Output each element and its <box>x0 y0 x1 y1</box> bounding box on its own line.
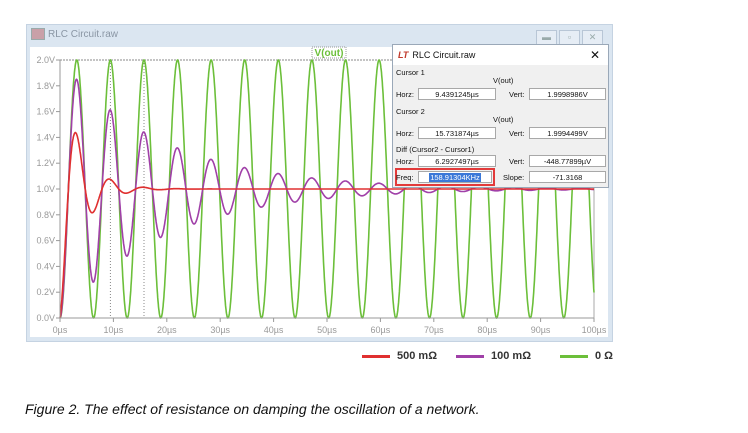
x-tick-label: 20µs <box>157 325 177 335</box>
y-tick-label: 0.6V <box>36 236 55 246</box>
cursor1-horz-field[interactable]: 9.4391245µs <box>418 88 496 100</box>
cursor2-vert-label: Vert: <box>509 129 525 138</box>
legend-item-100mohm: 100 mΩ <box>456 350 531 362</box>
dialog-close-button[interactable]: ✕ <box>589 48 600 62</box>
cursor2-label: Cursor 2 <box>396 107 425 116</box>
legend-label: 0 Ω <box>595 350 613 362</box>
slope-label: Slope: <box>503 173 525 182</box>
x-tick-label: 100µs <box>582 325 607 335</box>
diff-horz-label: Horz: <box>396 157 414 166</box>
dialog-title-bar: LT RLC Circuit.raw ✕ <box>393 45 608 65</box>
ltspice-logo-icon: LT <box>398 50 409 60</box>
cursor2-horz-field[interactable]: 15.731874µs <box>418 127 496 139</box>
y-tick-label: 1.0V <box>36 184 55 194</box>
x-tick-label: 80µs <box>477 325 497 335</box>
cursor1-trace: V(out) <box>493 76 514 85</box>
trace-label[interactable]: V(out) <box>315 48 344 59</box>
x-tick-label: 60µs <box>371 325 391 335</box>
figure-caption: Figure 2. The effect of resistance on da… <box>25 401 480 417</box>
freq-value: 158.91304KHz <box>429 173 481 182</box>
cursor1-label: Cursor 1 <box>396 68 425 77</box>
y-tick-label: 1.4V <box>36 132 55 142</box>
diff-horz-field[interactable]: 6.2927497µs <box>418 155 496 167</box>
legend-item-0ohm: 0 Ω <box>560 350 613 362</box>
x-tick-label: 30µs <box>210 325 230 335</box>
freq-field[interactable]: 158.91304KHz <box>418 171 492 183</box>
cursor1-vert-label: Vert: <box>509 90 525 99</box>
freq-label: Freq: <box>396 173 414 182</box>
legend-label: 100 mΩ <box>491 350 532 362</box>
diff-vert-field[interactable]: -448.77899µV <box>529 155 606 167</box>
x-tick-label: 0µs <box>53 325 68 335</box>
diff-label: Diff (Cursor2 - Cursor1) <box>396 145 475 154</box>
series-line-0Ω <box>59 59 595 320</box>
cursor1-horz-label: Horz: <box>396 90 414 99</box>
slope-field[interactable]: -71.3168 <box>529 171 606 183</box>
dialog-title: RLC Circuit.raw <box>412 50 476 60</box>
legend-label: 500 mΩ <box>397 350 438 362</box>
y-tick-label: 1.8V <box>36 81 55 91</box>
y-tick-label: 0.0V <box>36 313 55 323</box>
waveform-icon <box>31 28 45 40</box>
legend-item-500mohm: 500 mΩ <box>362 350 437 362</box>
x-tick-label: 10µs <box>104 325 124 335</box>
x-tick-label: 40µs <box>264 325 284 335</box>
y-tick-label: 2.0V <box>36 55 55 65</box>
y-tick-label: 0.2V <box>36 287 55 297</box>
window-title: RLC Circuit.raw <box>31 28 118 40</box>
legend-swatch <box>560 354 588 358</box>
y-tick-label: 0.8V <box>36 210 55 220</box>
series-line-500mΩ <box>59 131 594 319</box>
cursor2-trace: V(out) <box>493 115 514 124</box>
x-tick-label: 70µs <box>424 325 444 335</box>
y-tick-label: 0.4V <box>36 261 55 271</box>
cursor2-horz-label: Horz: <box>396 129 414 138</box>
y-tick-label: 1.2V <box>36 158 55 168</box>
window-title-text: RLC Circuit.raw <box>48 28 119 40</box>
freq-highlight <box>395 168 495 186</box>
trace-label-box <box>311 46 347 59</box>
y-tick-label: 1.6V <box>36 107 55 117</box>
diff-vert-label: Vert: <box>509 157 525 166</box>
x-tick-label: 50µs <box>317 325 337 335</box>
x-tick-label: 90µs <box>531 325 551 335</box>
legend-swatch <box>456 354 484 358</box>
cursor1-vert-field[interactable]: 1.9998986V <box>529 88 606 100</box>
legend-swatch <box>362 354 390 358</box>
cursor2-vert-field[interactable]: 1.9994499V <box>529 127 606 139</box>
cursor-dialog: LT RLC Circuit.raw ✕ Cursor 1 V(out) Horz:… <box>392 44 609 188</box>
